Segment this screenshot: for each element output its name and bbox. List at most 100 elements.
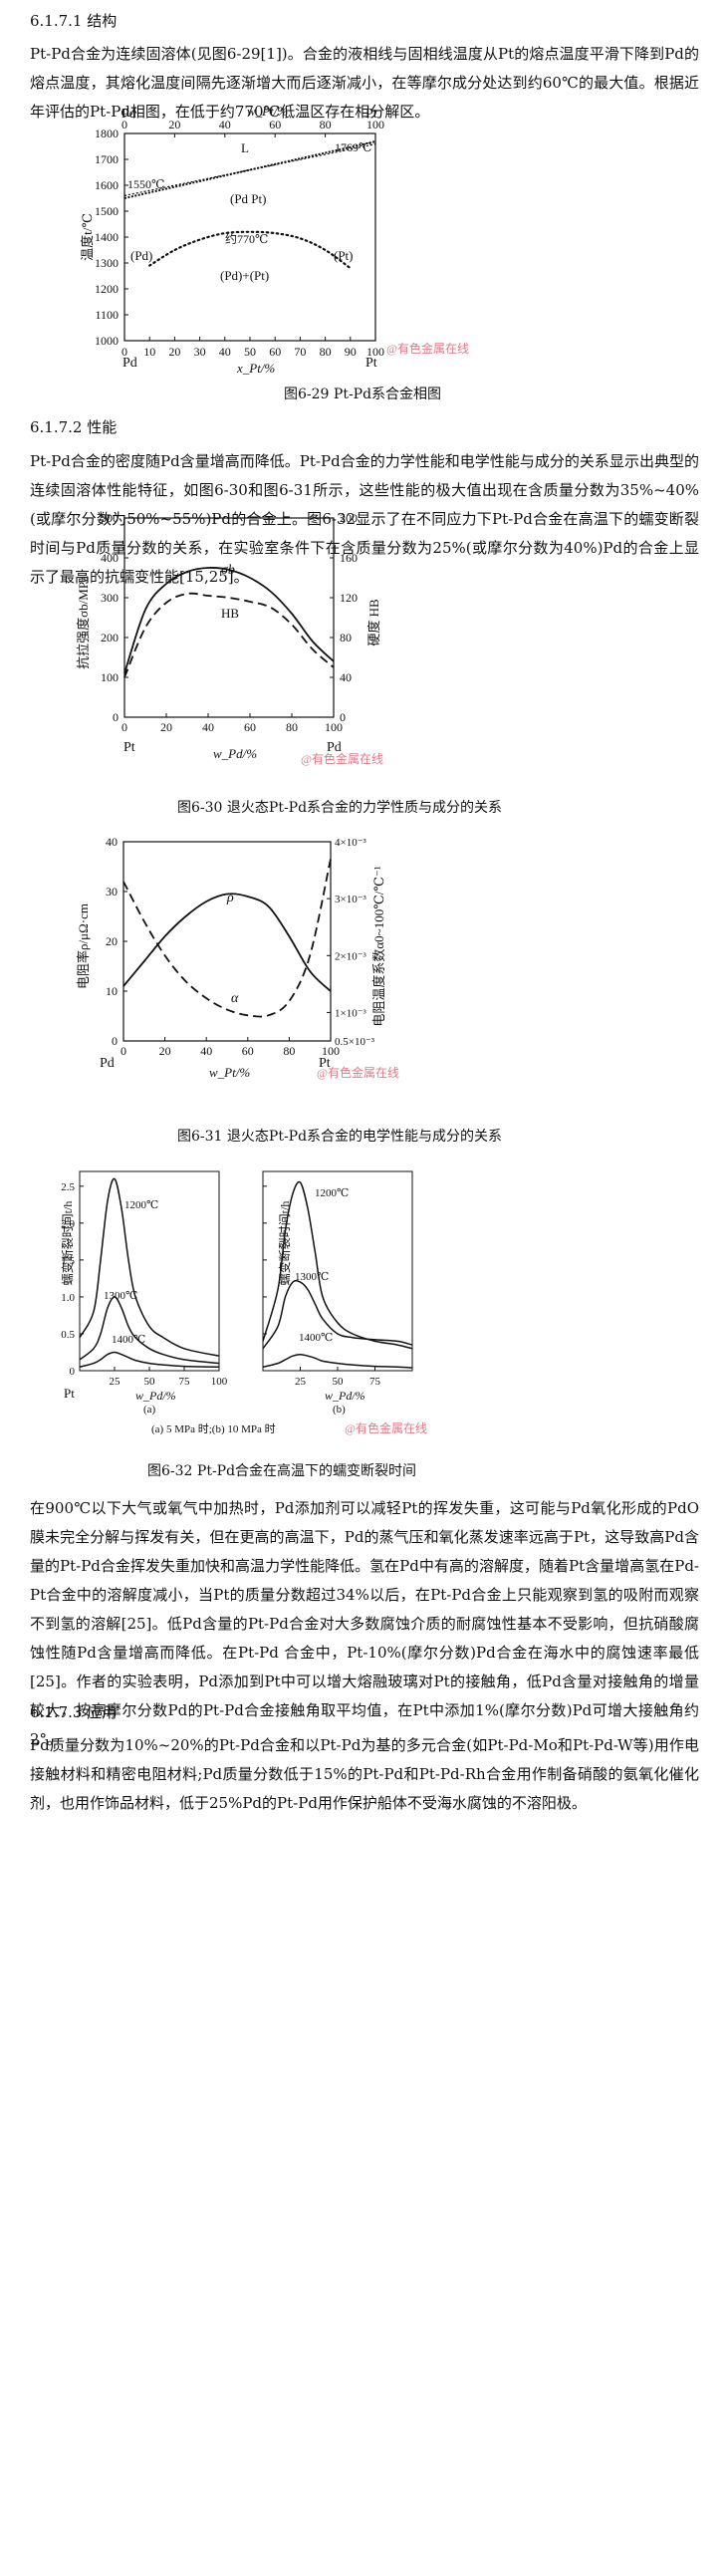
creep-curve-a-0 [79,1177,220,1357]
fig32-xtick-label: 50 [144,1376,156,1388]
fig31-x-left: Pd [100,1056,115,1071]
fig29-bottom-tick-label: 60 [269,345,281,359]
curve-1200-label-a: 1200℃ [124,1199,158,1211]
rho-curve [122,893,332,992]
fig30-left-tick-label: 0 [113,710,119,724]
fig32b-xtick-label: 75 [369,1376,381,1388]
fig29-top-tick-label: 40 [219,118,231,131]
fig30-x-left: Pt [123,740,135,755]
fig29-top-tick-label: 20 [168,118,180,131]
fig30-right-tick-label: 40 [340,670,352,684]
fig30-xtick-label: 80 [286,720,298,734]
fig31-xtick-label: 60 [242,1044,254,1058]
fig29-ytick-label: 1600 [95,178,119,192]
fig31-ylabel-right: 电阻温度系数α0~100℃/℃⁻¹ [371,866,386,1026]
fig31-xtick-label: 100 [322,1044,340,1058]
solid-solution-label: (Pd Pt) [230,191,266,206]
watermark: @有色金属在线 [317,1065,399,1080]
fig29-bottom-tick-label: 90 [345,345,357,359]
fig30-left-tick-label: 100 [101,670,119,684]
alpha-label: α [231,991,239,1006]
curve-1200-label-b: 1200℃ [315,1187,349,1199]
fig29-top-tick-label: 80 [320,118,332,131]
mechanical-properties-chart: 抗拉强度σb/MPa 硬度 HB 01002003004005000408012… [76,511,383,766]
fig31-xtick-label: 20 [159,1044,171,1058]
alpha-curve [122,858,332,1018]
fig32-ylabel-a: 蠕变断裂时间t/h [60,1201,75,1286]
fig29-bottom-tick-label: 100 [366,345,384,359]
fig29-bottom-tick-label: 30 [194,345,206,359]
paragraph-structure: Pt-Pd合金为连续固溶体(见图6-29[1])。合金的液相线与固相线温度从Pt… [30,45,699,121]
fig32-ytick-label: 1.0 [61,1292,75,1304]
paragraph-applications: Pd质量分数为10%~20%的Pt-Pd合金和以Pt-Pd为基的多元合金(如Pt… [30,1736,699,1812]
fig30-xtick-label: 40 [202,720,214,734]
fig30-left-tick-label: 200 [101,631,119,644]
two-phase-label: (Pd)+(Pt) [220,268,269,283]
rho-label: ρ [226,891,234,905]
fig29-bottom-tick-label: 70 [294,345,306,359]
pd-melt-label: 1550℃ [127,177,164,191]
fig31-left-tick-label: 10 [106,984,118,998]
creep-rupture-chart: 蠕变断裂时间t/h 蠕变断裂时间t/h 00.51.01.52.02.525 50… [60,1170,427,1435]
fig31-left-tick-label: 20 [106,934,118,948]
fig30-right-tick-label: 120 [340,591,358,605]
fig29-ytick-label: 1500 [95,204,119,218]
liquidus-line [123,140,376,199]
fig29-ytick-label: 1000 [95,334,119,348]
creep-curve-b-0 [262,1180,413,1350]
fig32-xtick-label: 75 [179,1376,191,1388]
fig31-right-tick-label: 3×10⁻³ [335,894,367,905]
miscibility-temp-label: 约770℃ [225,231,268,246]
fig30-right-tick-label: 80 [340,631,352,644]
watermark: @有色金属在线 [386,341,469,356]
fig32-ytick-label: 0 [70,1366,76,1378]
phase-diagram: Pd Pt w_Pt/% 温度t/℃ 100011001200130014001… [80,104,469,376]
sigma-b-label: σb [221,563,235,578]
fig31-plot-frame [122,841,332,1042]
section-heading-structure: 6.1.7.1 结构 [30,12,118,30]
panel-a-label: (a) [143,1404,156,1416]
fig32-xtick-label: 25 [110,1376,121,1388]
pd-phase-label: (Pd) [130,248,152,263]
solidus-line [123,143,376,196]
fig29-bottom-tick-label: 80 [320,345,332,359]
fig29-top-left: Pd [121,107,136,122]
fig31-left-tick-label: 30 [106,885,118,899]
fig30-right-tick-label: 200 [340,511,358,525]
fig29-ytick-label: 1700 [95,152,119,166]
fig31-caption: 图6-31 退火态Pt-Pd系合金的电学性能与成分的关系 [177,1129,503,1145]
fig30-right-tick-label: 0 [340,710,346,724]
fig31-x-right: Pt [319,1056,331,1071]
curve-1400-label-b: 1400℃ [299,1332,333,1344]
paragraph-properties-2: 在900℃以下大气或氧气中加热时，Pd添加剂可以减轻Pt的挥发失重，这可能与Pd… [30,1499,699,1748]
creep-curve-b-1 [262,1279,413,1350]
fig32b-xtick-label: 50 [333,1376,345,1388]
fig32-x-left: Pt [64,1386,75,1401]
fig31-xtick-label: 80 [283,1044,295,1058]
fig30-xtick-label: 100 [325,720,343,734]
liquid-label: L [241,140,249,155]
fig32-subcaption: (a) 5 MPa 时;(b) 10 MPa 时 [151,1422,276,1435]
fig29-top-tick-label: 0 [121,118,127,131]
fig31-xlabel: w_Pt/% [209,1065,250,1080]
fig29-ytick-label: 1300 [95,256,119,270]
fig29-top-axis-label: w_Pt/% [247,104,288,119]
fig32-ytick-label: 0.5 [61,1329,75,1341]
fig29-top-tick-label: 60 [269,118,281,131]
fig32-xtick-label: 100 [211,1376,228,1388]
fig32b-xlabel: w_Pd/% [325,1389,365,1403]
pt-melt-label: 1769℃ [335,140,371,154]
fig30-caption: 图6-30 退火态Pt-Pd系合金的力学性质与成分的关系 [177,800,503,816]
hb-label: HB [221,606,239,621]
fig30-xtick-label: 20 [160,720,172,734]
hb-curve [123,592,335,678]
sigma-b-curve [123,567,335,674]
pt-phase-label: (Pt) [334,248,354,263]
fig29-caption: 图6-29 Pt-Pd系合金相图 [284,386,442,402]
creep-curve-a-2 [79,1351,220,1369]
fig31-left-tick-label: 40 [106,835,118,849]
creep-curve-a-1 [79,1296,220,1365]
watermark: @有色金属在线 [301,751,383,766]
fig29-bottom-tick-label: 0 [121,345,127,359]
fig32b-xtick-label: 25 [295,1376,307,1388]
